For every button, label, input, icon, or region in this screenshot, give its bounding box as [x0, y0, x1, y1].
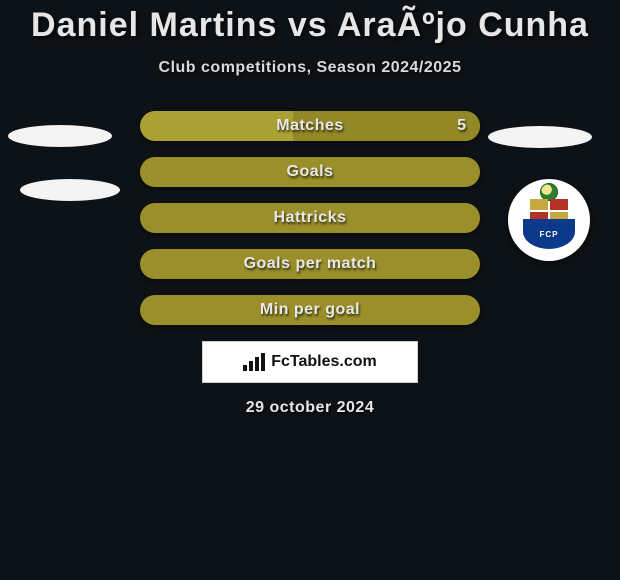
stat-row-min-per-goal: Min per goal — [140, 295, 480, 325]
left-crest-placeholder-2 — [20, 179, 120, 201]
crest-ring-text: FCP — [540, 230, 559, 239]
stats-table: Matches 5 Goals Hattricks Goals per matc… — [140, 111, 480, 325]
left-crest-placeholder-1 — [8, 125, 112, 147]
subtitle: Club competitions, Season 2024/2025 — [0, 59, 620, 77]
stat-value: 5 — [457, 111, 466, 141]
right-club-crest: FCP — [508, 179, 590, 261]
stat-row-hattricks: Hattricks — [140, 203, 480, 233]
stat-label: Goals — [287, 163, 334, 181]
bar-chart-icon — [243, 353, 265, 371]
branding-text: FcTables.com — [271, 353, 377, 371]
stat-label: Goals per match — [244, 255, 377, 273]
stat-row-goals: Goals — [140, 157, 480, 187]
right-crest-placeholder-1 — [488, 126, 592, 148]
shield-icon: FCP — [523, 191, 575, 249]
stat-label: Min per goal — [260, 301, 360, 319]
stat-label: Hattricks — [274, 209, 347, 227]
stat-label: Matches — [276, 117, 344, 135]
branding-badge[interactable]: FcTables.com — [202, 341, 418, 383]
stat-row-matches: Matches 5 — [140, 111, 480, 141]
stat-row-goals-per-match: Goals per match — [140, 249, 480, 279]
page-title: Daniel Martins vs AraÃºjo Cunha — [0, 0, 620, 45]
crest-ring: FCP — [523, 219, 575, 249]
snapshot-date: 29 october 2024 — [0, 399, 620, 417]
